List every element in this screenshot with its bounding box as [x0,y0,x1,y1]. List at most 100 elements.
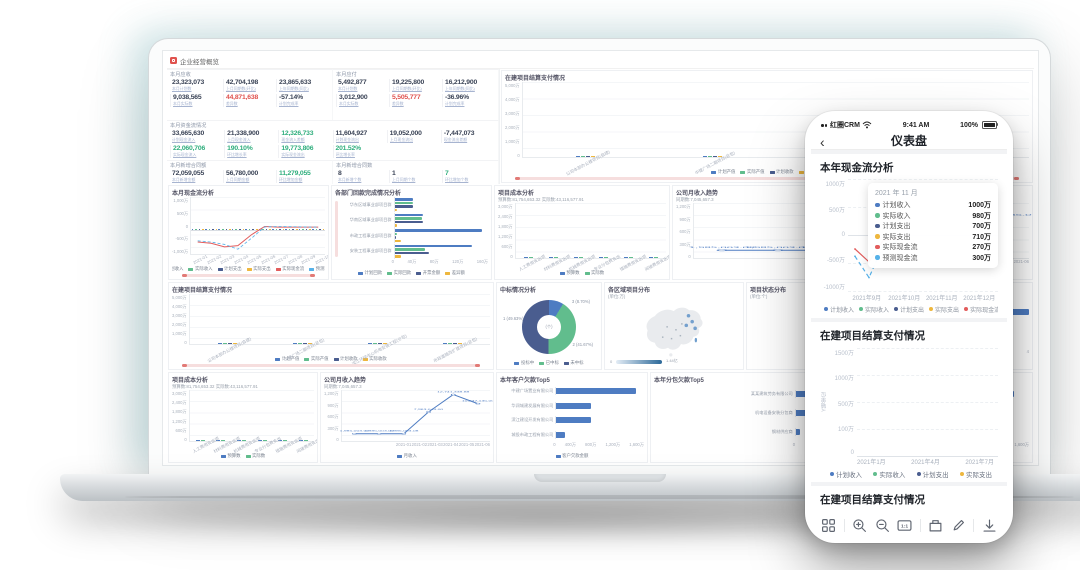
pay-chart[interactable]: Y轴单位 1500万 1000万 500万 100万 0 [820,347,998,457]
kpi-cell: 5,505,777 差异数 [389,94,442,107]
y-tick-label: 2,000万 [505,125,520,130]
zoom-out-icon[interactable] [875,518,890,533]
panel-cost-1: 项目成本分析 预算数:81,754,653.32 实际数:43,116,577.9… [494,185,670,280]
y-axis: 5,000万 4,000万 3,000万 2,000万 1,000万 0 [172,294,189,355]
x-tick-label: 2021-04 [443,442,459,447]
svg-text:1,985,003.08: 1,985,003.08 [389,430,418,432]
kpi-value: 190.10% [227,144,253,152]
zoom-in-icon[interactable] [852,518,867,533]
y-tick-label: 1500万 [834,350,854,357]
panel-subtitle: (单位:个) [750,294,768,299]
hbar [394,232,398,236]
legend-swatch-icon [539,361,545,365]
bar-group [231,229,245,231]
legend-item: 计划收款 [769,169,794,175]
hbar-row: 钢材供应商 [654,423,1029,442]
kpi-cell: 12,326,733 现金流入差额 [278,129,332,143]
status-right: 100% [960,121,999,130]
bar [200,440,205,441]
legend-label: 差异额 [451,270,465,275]
x-axis: 0 40万 80万 120万 160万 [335,259,488,269]
bar-group [218,229,231,231]
kpi-value: 23,323,073 [172,79,205,86]
vertical-scrollbar[interactable] [335,201,338,257]
kpi-value: 33,665,630 [172,129,205,137]
download-icon[interactable] [982,518,997,533]
x-tick-label: 40万 [407,259,417,264]
section-divider [811,317,1007,322]
edit-pencil-icon[interactable] [951,518,966,533]
bar [623,257,628,258]
y-tick-label: -1,000万 [172,249,189,254]
bar [322,229,325,231]
grid-icon[interactable] [821,518,836,533]
bar [191,229,194,231]
bar [553,257,558,258]
x-tick-label: 2021-02 [411,442,428,447]
bar [307,343,312,344]
bar [367,343,372,344]
chart-legend: 计划回款 实际回款 开票金额 差异额 [335,269,488,277]
hbar [394,220,423,224]
toolbar-separator [919,519,921,532]
kpi-cell: 19,225,800 上月同期数(环比) [389,79,442,92]
x-tick-label: 4 [1026,349,1029,354]
legend-label: 投标中 [520,360,535,365]
legend-item: 预测现金流 [309,266,325,272]
kpi-cell: 7 环比增加个数 [442,169,495,183]
legend-label: 实际支出 [965,471,992,479]
svg-text:1,985,003.08: 1,985,003.08 [688,246,755,248]
tooltip-value: 710万 [972,233,991,241]
horizontal-scrollbar[interactable] [182,274,315,277]
y-tick-label: 0 [185,224,189,229]
kpi-value: 8 [338,169,342,177]
legend-item: 实际支出 [959,469,992,479]
kpi-cell: 56,780,000 上月同期金额 [223,169,276,183]
y-tick-label: 3,000万 [172,391,187,396]
bar-group [523,156,650,157]
y-tick-label: 1,000万 [505,139,520,144]
horizontal-scrollbar[interactable] [515,177,1019,180]
panel-subtitle: 预算数:81,754,653.32 实际数:43,116,577.91 [498,197,584,202]
x-tick-label: 2021年11月 [925,295,958,302]
cashflow-chart[interactable]: 1000万 500万 0 -500万 -1000万 2021 年 11 月计划收入 1000… [820,178,998,292]
bar [202,229,204,231]
bar [235,229,237,231]
x-tick-label: 2021年1月 [857,459,886,466]
y-axis: 1000万 500万 0 -500万 -1000万 [820,179,848,291]
x-tick-label: 2021-03 [427,442,443,447]
kpi-value: 19,052,000 [389,129,422,137]
one-to-one-icon[interactable]: 1:1 [897,518,912,533]
bar [319,229,321,231]
kpi-grid: 23,323,073 本月计划数 42,704,198 上月同期数(环比) 23,865… [170,79,329,107]
bar-group [191,229,204,231]
chart-legend: 客户欠款金额 [500,452,644,460]
bar [217,343,222,344]
legend-swatch-icon [445,271,451,275]
phone-status-bar: 红圈CRM 9:41 AM 100% [811,116,1007,132]
horizontal-scrollbar[interactable] [182,364,480,367]
kpi-label: 本月实际数 [173,101,193,106]
china-map-svg [646,306,704,358]
kpi-cell: 11,279,055 环比增加金额 [276,169,329,183]
tooltip-dot-icon [875,234,880,239]
x-tick-label: 400万 [564,442,576,447]
export-icon[interactable] [928,518,943,533]
panel-title: 公司月收入趋势 [324,378,367,384]
legend-item: 实际收入 [873,469,905,479]
y-tick-label: 5,000万 [505,83,520,88]
plot-main: 人工费用支出项 材料费用支出项 机械费用支出项 专业分包费支出 措施费用支出项 间接费用支… [514,203,669,272]
tooltip-row: 实际现金流 270万 [875,242,991,253]
kpi-label: 现金流出差额 [443,136,468,142]
legend-label: 计划收入 [830,307,855,314]
tooltip-dot-icon [875,213,880,218]
plot-main: 人工费用支出项 材料费用支出项 机械费用支出项 专业分包费支出 措施费用支出项 间接费用支… [188,390,317,454]
donut-chart [522,299,576,354]
dashboard-row-3: 在建项目结算支付情况 5,000万 4,000万 3,000万 2,000万 1,000万… [167,281,1034,371]
legend-item: 实际收入 [859,305,889,314]
y-tick-label: 4,000万 [505,97,520,102]
x-tick-label: 2021年7月 [965,459,994,466]
kpi-value: 21,338,900 [227,129,260,137]
back-button[interactable]: ‹ [820,133,825,150]
